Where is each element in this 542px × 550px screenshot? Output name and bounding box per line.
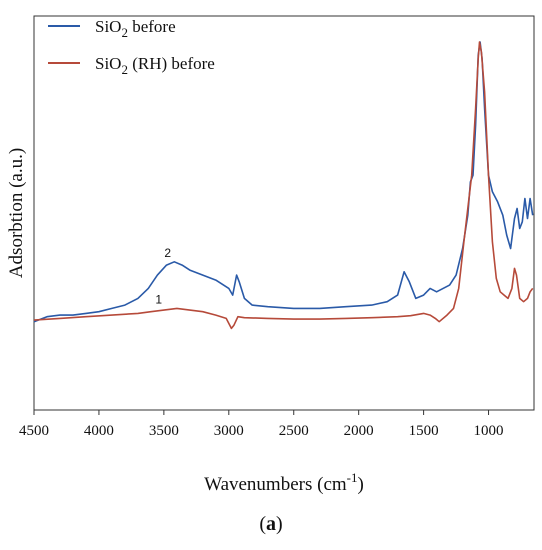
x-axis-ticks: 4500 4000 3500 3000 2500 2000 1500 1000 (19, 410, 504, 439)
legend-label-series-1: SiO2 before (95, 17, 176, 40)
y-axis-title: Adsorbtion (a.u.) (6, 148, 27, 278)
series-line-2 (33, 41, 534, 330)
x-tick-label: 1500 (409, 423, 439, 439)
x-tick-label: 2500 (279, 423, 309, 439)
legend: SiO2 before SiO2 (RH) before (48, 17, 215, 77)
x-tick-label: 4500 (19, 423, 49, 439)
x-tick-label: 3000 (214, 423, 244, 439)
x-tick-label: 3500 (149, 423, 179, 439)
x-tick-label: 4000 (84, 423, 114, 439)
peak-label-1: 1 (155, 292, 162, 306)
series-layer (33, 41, 534, 330)
x-tick-label: 1000 (474, 423, 504, 439)
x-axis-title: Wavenumbers (cm-1) (204, 470, 364, 495)
peak-label-2: 2 (164, 246, 171, 260)
series-line-1 (33, 41, 534, 323)
plot-frame (33, 15, 535, 411)
figure-caption: (a) (259, 513, 282, 535)
peak-annotations: 21 (155, 246, 171, 307)
x-tick-label: 2000 (344, 423, 374, 439)
legend-label-series-2: SiO2 (RH) before (95, 54, 215, 77)
